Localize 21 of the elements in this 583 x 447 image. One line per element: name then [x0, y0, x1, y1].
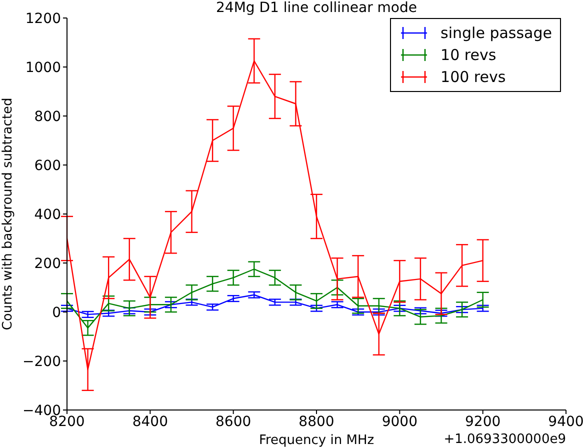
x-tick-label: 9000: [382, 414, 418, 430]
text: +1.0693300000e9: [444, 432, 566, 447]
y-tick-label: 400: [34, 206, 61, 223]
legend-label: 10 revs: [440, 46, 496, 64]
x-tick-label: 8800: [298, 414, 334, 430]
y-tick-label: 800: [34, 108, 61, 125]
y-tick-label: 1200: [25, 10, 61, 27]
x-tick-label: 8600: [216, 414, 252, 430]
legend-label: single passage: [440, 24, 552, 42]
y-tick-label: 200: [34, 256, 61, 272]
x-tick-label: 9200: [465, 414, 501, 430]
y-axis-title: Counts with background subtracted: [0, 98, 16, 330]
y-tick-label: 1000: [25, 60, 61, 76]
y-tick-label: 600: [34, 158, 61, 174]
y-tick-label: −200: [22, 354, 61, 370]
y-tick-label: 0: [52, 304, 61, 321]
x-tick-label: 8400: [132, 414, 168, 430]
legend-label: 100 revs: [440, 68, 506, 86]
chart-title: 24Mg D1 line collinear mode: [215, 0, 418, 17]
x-axis-title: Frequency in MHz: [258, 433, 374, 447]
x-tick-label: 9400: [548, 414, 583, 430]
